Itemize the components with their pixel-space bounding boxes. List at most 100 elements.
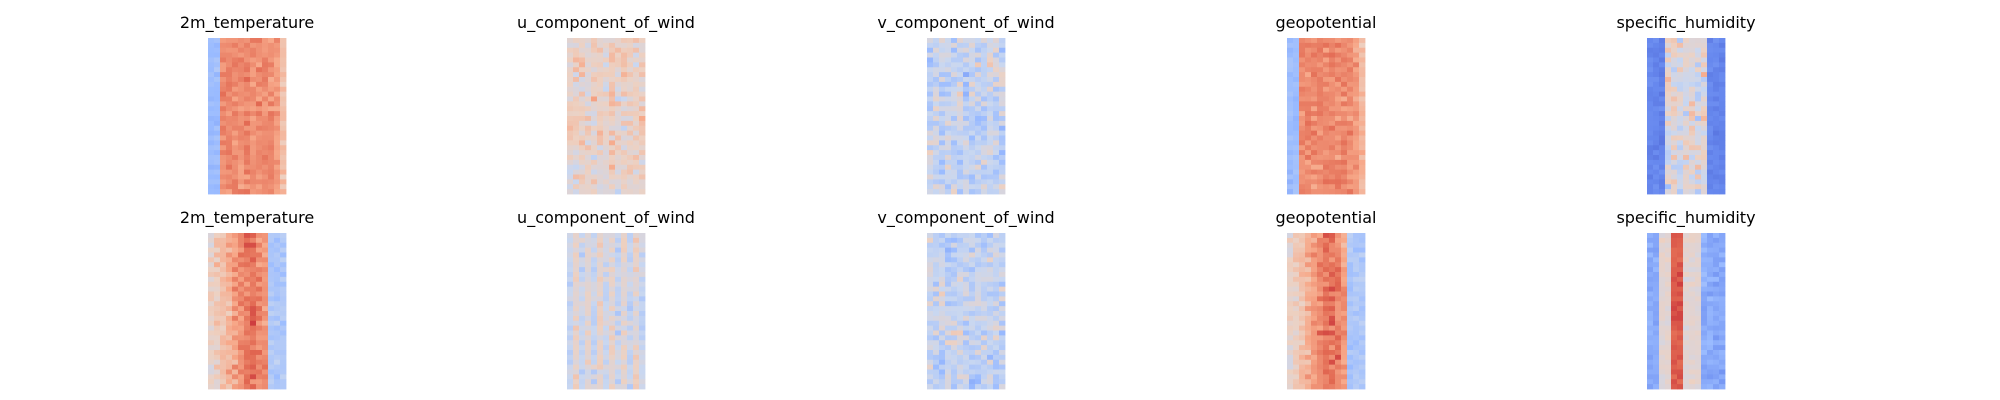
heatmap-cell bbox=[244, 262, 251, 268]
heatmap-cell bbox=[1311, 77, 1318, 83]
heatmap-cell bbox=[1707, 311, 1714, 317]
heatmap-cell bbox=[615, 189, 622, 195]
heatmap-cell bbox=[957, 174, 964, 180]
heatmap-cell bbox=[933, 281, 940, 288]
heatmap-cell bbox=[621, 38, 628, 44]
heatmap-cell bbox=[1353, 81, 1360, 88]
heatmap-cell bbox=[633, 364, 640, 370]
heatmap-cell bbox=[256, 281, 263, 288]
heatmap-cell bbox=[957, 311, 964, 317]
heatmap-cell bbox=[226, 354, 233, 361]
heatmap-cell bbox=[1353, 174, 1360, 180]
heatmap-cell bbox=[933, 242, 940, 249]
heatmap-cell bbox=[238, 301, 245, 307]
heatmap-cell bbox=[1317, 384, 1324, 390]
heatmap-cell bbox=[963, 47, 970, 54]
heatmap-cell bbox=[1719, 374, 1726, 380]
heatmap-cell bbox=[214, 116, 221, 122]
heatmap-cell bbox=[256, 315, 263, 322]
heatmap-cell bbox=[1287, 67, 1294, 73]
heatmap-cell bbox=[1683, 125, 1690, 132]
heatmap-cell bbox=[250, 291, 257, 297]
heatmap-cell bbox=[615, 237, 622, 244]
heatmap-cell bbox=[1335, 291, 1342, 297]
heatmap-cell bbox=[1347, 159, 1354, 166]
heatmap-cell bbox=[220, 125, 227, 132]
heatmap-cell bbox=[232, 72, 239, 78]
heatmap-cell bbox=[603, 125, 610, 132]
heatmap-cell bbox=[1647, 379, 1654, 385]
heatmap-cell bbox=[945, 233, 952, 239]
heatmap-cell bbox=[987, 242, 994, 249]
heatmap-cell bbox=[945, 325, 952, 331]
heatmap-cell bbox=[238, 354, 245, 361]
heatmap-cell bbox=[1659, 130, 1666, 136]
heatmap-cell bbox=[262, 67, 269, 73]
heatmap-cell bbox=[250, 345, 257, 351]
heatmap-cell bbox=[232, 164, 239, 171]
heatmap-cell bbox=[238, 52, 245, 58]
heatmap-cell bbox=[1647, 67, 1654, 73]
heatmap-cell bbox=[232, 184, 239, 190]
heatmap-cell bbox=[969, 86, 976, 93]
heatmap-cell bbox=[268, 276, 275, 283]
heatmap-cell bbox=[256, 125, 263, 132]
heatmap-cell bbox=[603, 169, 610, 175]
heatmap-cell bbox=[939, 169, 946, 175]
heatmap-cell bbox=[591, 379, 598, 385]
heatmap-cell bbox=[957, 350, 964, 356]
heatmap-cell bbox=[591, 233, 598, 239]
heatmap-cell bbox=[250, 140, 257, 146]
heatmap-cell bbox=[603, 325, 610, 331]
heatmap-cell bbox=[987, 72, 994, 78]
heatmap-cell bbox=[268, 101, 275, 107]
heatmap-cell bbox=[1671, 291, 1678, 297]
heatmap-cell bbox=[573, 116, 580, 122]
heatmap-cell bbox=[1305, 340, 1312, 346]
heatmap-cell bbox=[1707, 91, 1714, 97]
heatmap-cell bbox=[567, 340, 574, 346]
heatmap-cell bbox=[939, 296, 946, 302]
heatmap-cell bbox=[1689, 306, 1696, 312]
heatmap-cell bbox=[993, 38, 1000, 44]
heatmap-cell bbox=[993, 111, 1000, 117]
heatmap-cell bbox=[1647, 350, 1654, 356]
heatmap-cell bbox=[1293, 330, 1300, 336]
heatmap-cell bbox=[1677, 306, 1684, 312]
heatmap-cell bbox=[945, 130, 952, 136]
heatmap-cell bbox=[208, 116, 215, 122]
heatmap-cell bbox=[232, 140, 239, 146]
heatmap-cell bbox=[597, 38, 604, 44]
heatmap-cell bbox=[627, 116, 634, 122]
heatmap-cell bbox=[633, 301, 640, 307]
heatmap-cell bbox=[951, 111, 958, 117]
heatmap-cell bbox=[1305, 364, 1312, 370]
heatmap-cell bbox=[639, 159, 646, 166]
heatmap-cell bbox=[1299, 272, 1306, 278]
heatmap-cell bbox=[268, 189, 275, 195]
heatmap-cell bbox=[220, 47, 227, 54]
heatmap-cell bbox=[256, 155, 263, 161]
heatmap-cell bbox=[639, 91, 646, 97]
heatmap-cell bbox=[1329, 42, 1336, 49]
heatmap-cell bbox=[927, 52, 934, 58]
heatmap-cell bbox=[927, 345, 934, 351]
heatmap-cell bbox=[951, 42, 958, 49]
heatmap-cell bbox=[1719, 120, 1726, 127]
heatmap-cell bbox=[214, 145, 221, 151]
heatmap-cell bbox=[1293, 379, 1300, 385]
heatmap-cell bbox=[1323, 345, 1330, 351]
heatmap-cell bbox=[639, 330, 646, 336]
heatmap-cell bbox=[963, 125, 970, 132]
heatmap-cell bbox=[603, 237, 610, 244]
heatmap-cell bbox=[1299, 350, 1306, 356]
heatmap-cell bbox=[1323, 354, 1330, 361]
heatmap-cell bbox=[226, 169, 233, 175]
heatmap-cell bbox=[1341, 135, 1348, 141]
heatmap-cell bbox=[603, 179, 610, 185]
heatmap-cell bbox=[609, 306, 616, 312]
heatmap-cell bbox=[585, 354, 592, 361]
heatmap-cell bbox=[999, 140, 1006, 146]
heatmap-cell bbox=[1317, 320, 1324, 327]
heatmap-cell bbox=[567, 62, 574, 68]
